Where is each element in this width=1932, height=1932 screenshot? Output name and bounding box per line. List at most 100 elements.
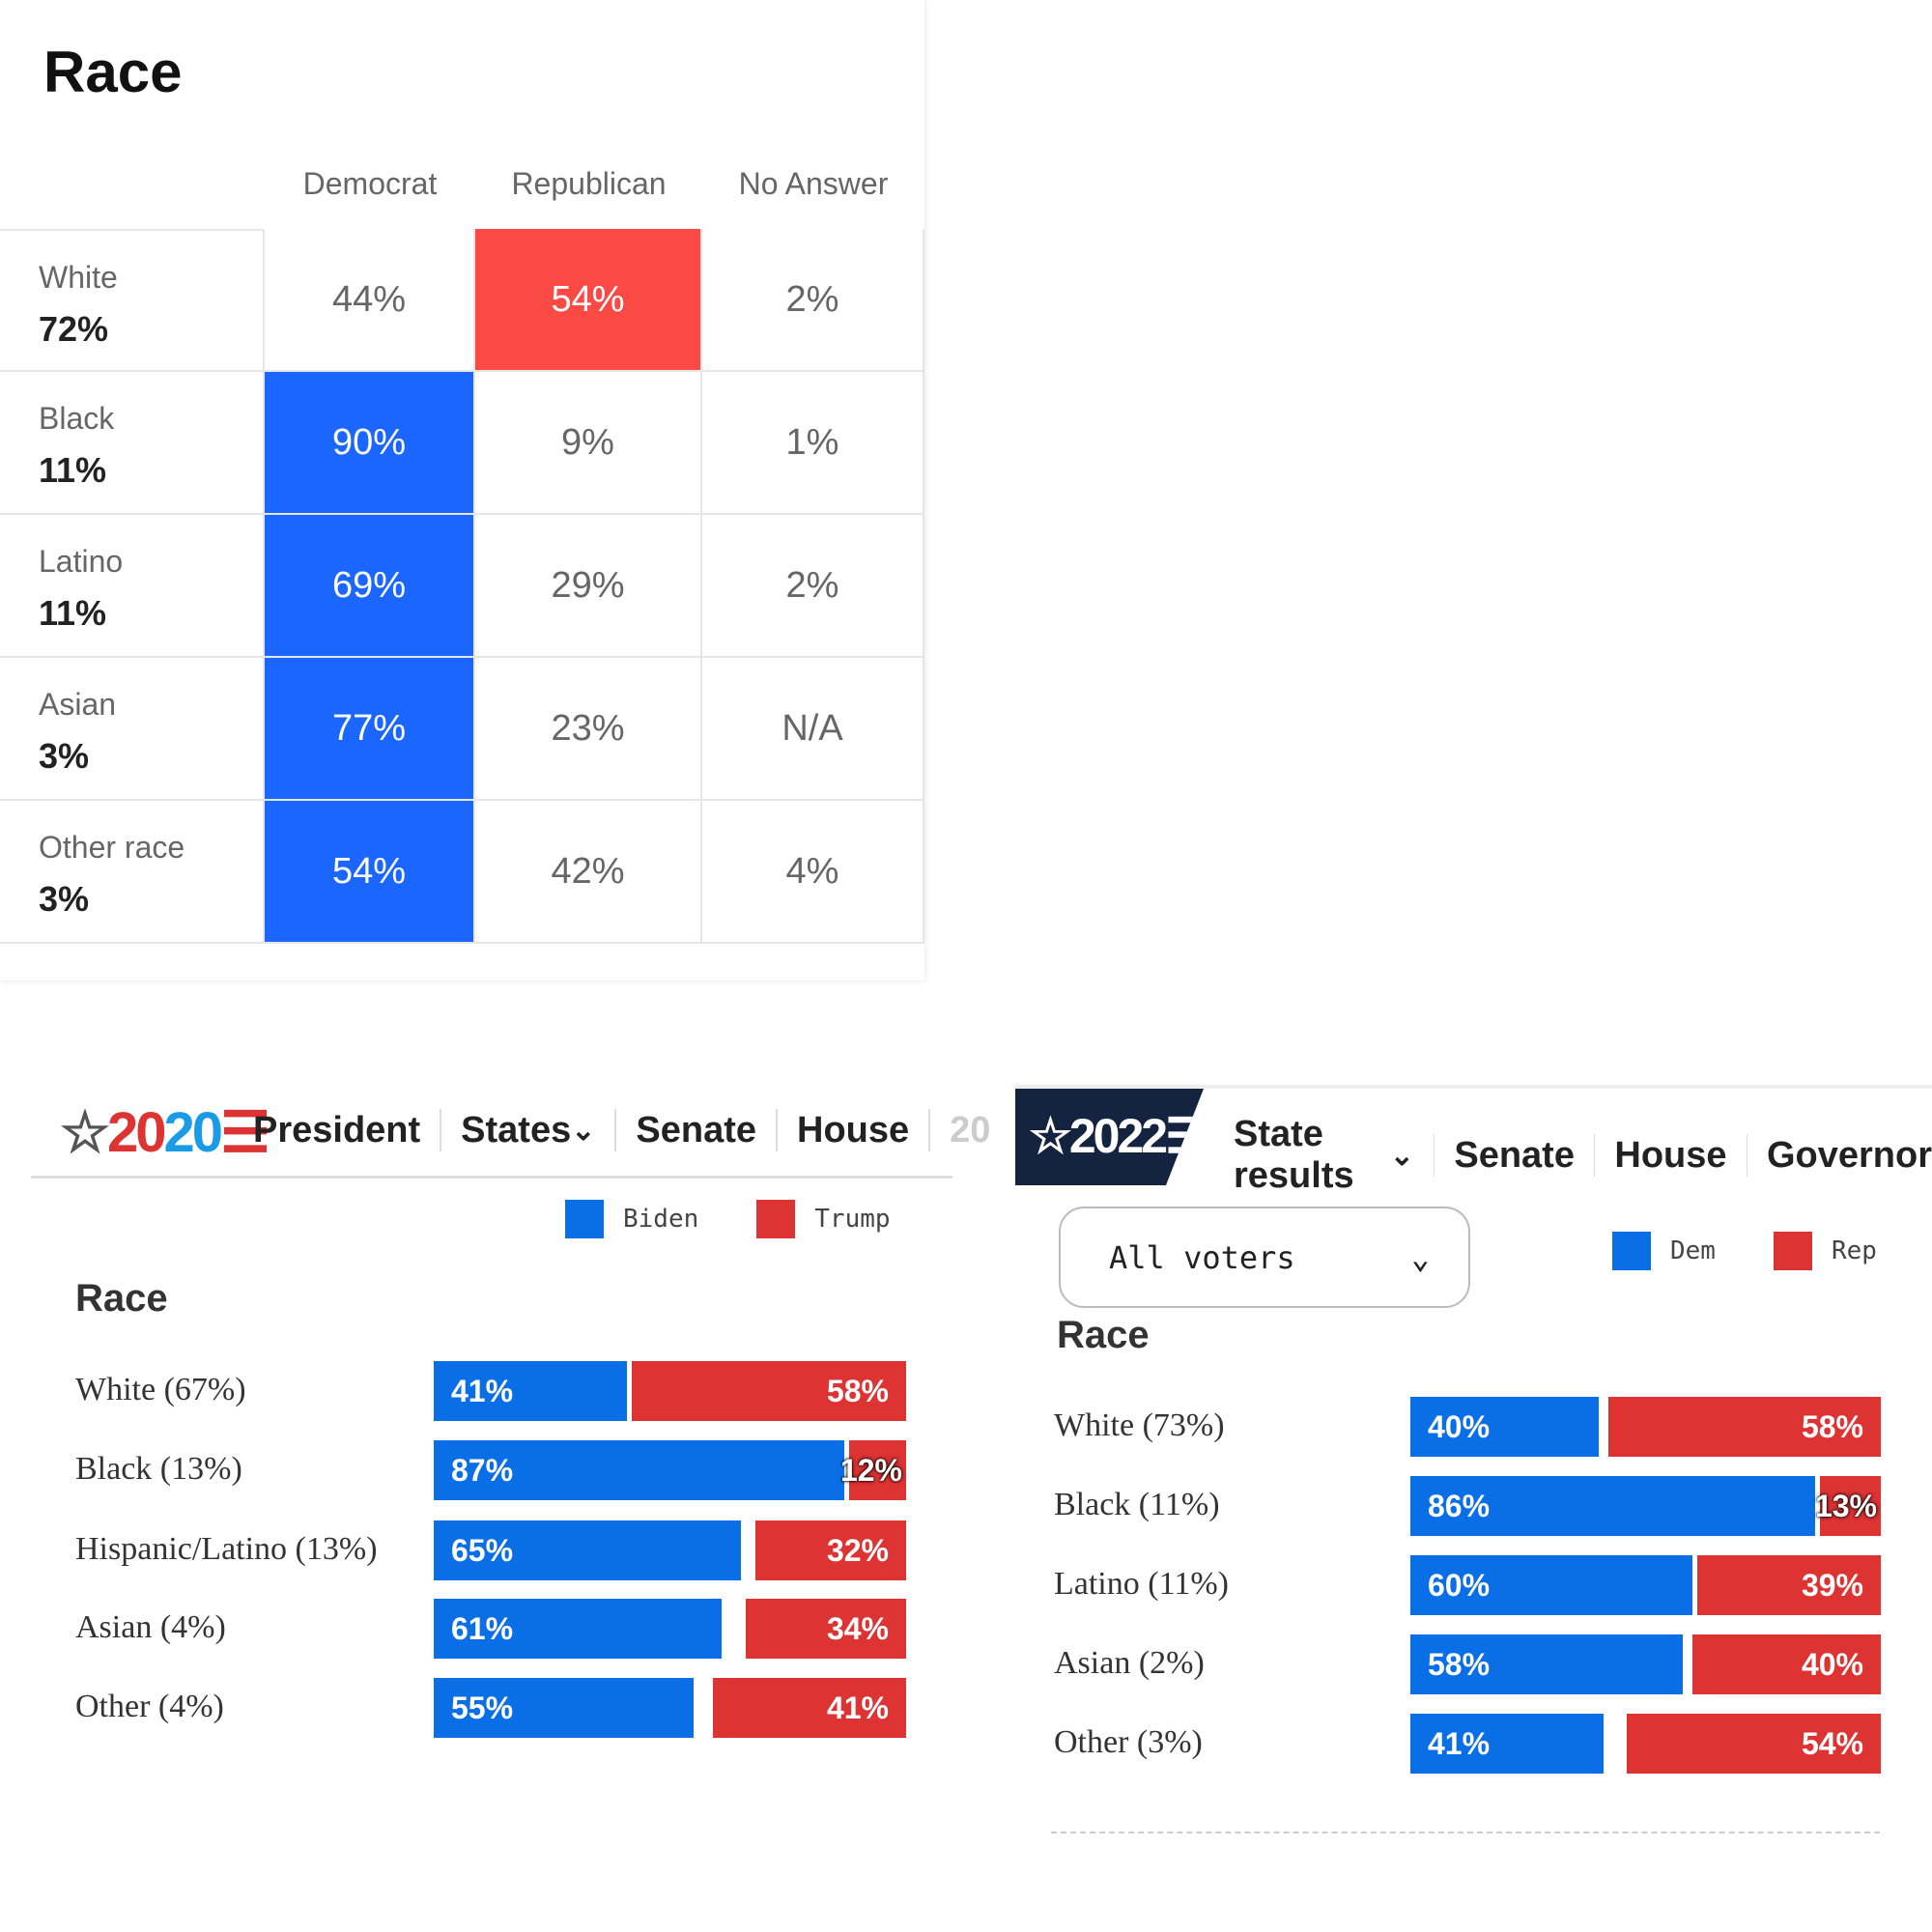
table-cell: 29% (475, 515, 702, 658)
table-cell: 44% (265, 229, 475, 372)
row-label: Latino 11% (0, 515, 265, 658)
logo-2022[interactable]: ☆2022☰ (1015, 1089, 1204, 1185)
nav-item[interactable]: House (797, 1109, 910, 1151)
bar-dem: 40% (1410, 1397, 1599, 1457)
chevron-down-icon: ⌄ (571, 1114, 596, 1147)
column-header: Republican (511, 166, 667, 201)
logo-2020[interactable]: ☆2020☰ (60, 1101, 270, 1164)
table-cell: 54% (475, 229, 702, 372)
nav-item[interactable]: 20 (950, 1109, 991, 1151)
nav-separator (1593, 1134, 1596, 1177)
dropdown-value: All voters (1109, 1238, 1295, 1276)
table-cell: 1% (702, 372, 924, 515)
bar-dem: 41% (1410, 1714, 1604, 1774)
section-title-2022: Race (1057, 1314, 1150, 1356)
legend-swatch-trump (756, 1200, 796, 1238)
row-label: Asian 3% (0, 658, 265, 801)
bar-rep: 58% (1607, 1397, 1881, 1457)
bar-rep: 34% (745, 1599, 906, 1659)
chevron-down-icon: ⌄ (1410, 1238, 1430, 1276)
legend-biden: Biden (623, 1205, 699, 1234)
column-header: No Answer (738, 166, 889, 201)
group-share: 3% (39, 879, 90, 919)
table-cell: N/A (702, 658, 924, 801)
nav-item[interactable]: State results (1234, 1114, 1354, 1196)
group-share: 3% (39, 736, 90, 776)
bar-rep: 12% (840, 1440, 906, 1500)
legend-trump: Trump (814, 1205, 891, 1234)
bar-rep: 54% (1627, 1714, 1881, 1774)
nav-2020: ☆2020☰ President States ⌄ Senate House 20 (31, 1088, 990, 1179)
category-label: White (67%) (75, 1372, 246, 1407)
group-share: 72% (39, 309, 109, 349)
divider (1051, 1832, 1880, 1833)
row-label: Other race 3% (0, 801, 265, 944)
table-cell: 2% (702, 229, 924, 372)
bar-dem: 86% (1410, 1476, 1815, 1536)
exit-poll-table-panel: Race Democrat Republican No Answer White 72%… (0, 0, 924, 980)
category-label: Asian (2%) (1054, 1645, 1205, 1681)
chevron-down-icon: ⌄ (1389, 1139, 1414, 1172)
bar-dem: 87% (434, 1440, 845, 1500)
table-cell: 2% (702, 515, 924, 658)
group-name: Other race (39, 830, 185, 865)
bar-rep: 58% (632, 1361, 906, 1421)
table-cell: 9% (475, 372, 702, 515)
legend-2022: Dem Rep (1612, 1232, 1877, 1270)
group-name: Asian (39, 687, 117, 722)
category-label: Black (11%) (1054, 1487, 1220, 1522)
section-title-2020: Race (75, 1277, 168, 1320)
bar-rep: 39% (1697, 1555, 1881, 1615)
column-header: Democrat (302, 166, 438, 201)
group-name: White (39, 260, 118, 295)
bar-rep: 32% (754, 1520, 906, 1580)
table-cell: 77% (265, 658, 475, 801)
category-label: Latino (11%) (1054, 1566, 1229, 1602)
bar-dem: 55% (434, 1678, 694, 1738)
bar-dem: 60% (1410, 1555, 1693, 1615)
bar-dem: 61% (434, 1599, 723, 1659)
bar-dem: 65% (434, 1520, 741, 1580)
legend-swatch-biden (565, 1200, 604, 1238)
voters-dropdown[interactable]: All voters ⌄ (1059, 1207, 1470, 1308)
nav-item[interactable]: Senate (636, 1109, 756, 1151)
table-cell: 23% (475, 658, 702, 801)
group-share: 11% (39, 450, 107, 490)
bar-dem: 58% (1410, 1634, 1684, 1694)
table-cell: 69% (265, 515, 475, 658)
nav-separator (614, 1109, 617, 1151)
nav-separator (440, 1109, 442, 1151)
table-title: Race (43, 40, 183, 104)
table-cell: 54% (265, 801, 475, 944)
category-label: Asian (4%) (75, 1609, 226, 1645)
category-label: Black (13%) (75, 1451, 242, 1487)
nav-item[interactable]: House (1614, 1134, 1727, 1176)
legend-swatch-dem (1612, 1232, 1651, 1270)
nav-2022: ☆2022☰ State results ⌄ Senate House Governo… (1015, 1085, 1932, 1196)
bar-rep: 40% (1692, 1634, 1881, 1694)
nav-item[interactable]: Senate (1454, 1134, 1575, 1176)
legend-swatch-rep (1773, 1232, 1812, 1270)
group-name: Latino (39, 544, 124, 579)
category-label: Other (4%) (75, 1689, 224, 1724)
nav-separator (1433, 1134, 1435, 1177)
category-label: Other (3%) (1054, 1724, 1203, 1760)
nav-separator (928, 1109, 931, 1151)
table-cell: 90% (265, 372, 475, 515)
nav-item[interactable]: States (461, 1109, 572, 1151)
group-name: Black (39, 401, 115, 436)
nav-separator (776, 1109, 778, 1151)
table-cell: 4% (702, 801, 924, 944)
category-label: White (73%) (1054, 1407, 1225, 1443)
table-cell: 42% (475, 801, 702, 944)
nav-item[interactable]: President (253, 1109, 421, 1151)
row-label: White 72% (0, 229, 265, 372)
bar-dem: 41% (434, 1361, 628, 1421)
category-label: Hispanic/Latino (13%) (75, 1531, 378, 1567)
legend-2020: Biden Trump (565, 1200, 891, 1238)
group-share: 11% (39, 593, 107, 633)
legend-dem: Dem (1670, 1236, 1716, 1265)
row-label: Black 11% (0, 372, 265, 515)
nav-item[interactable]: Governor (1766, 1134, 1932, 1176)
legend-rep: Rep (1831, 1236, 1877, 1265)
